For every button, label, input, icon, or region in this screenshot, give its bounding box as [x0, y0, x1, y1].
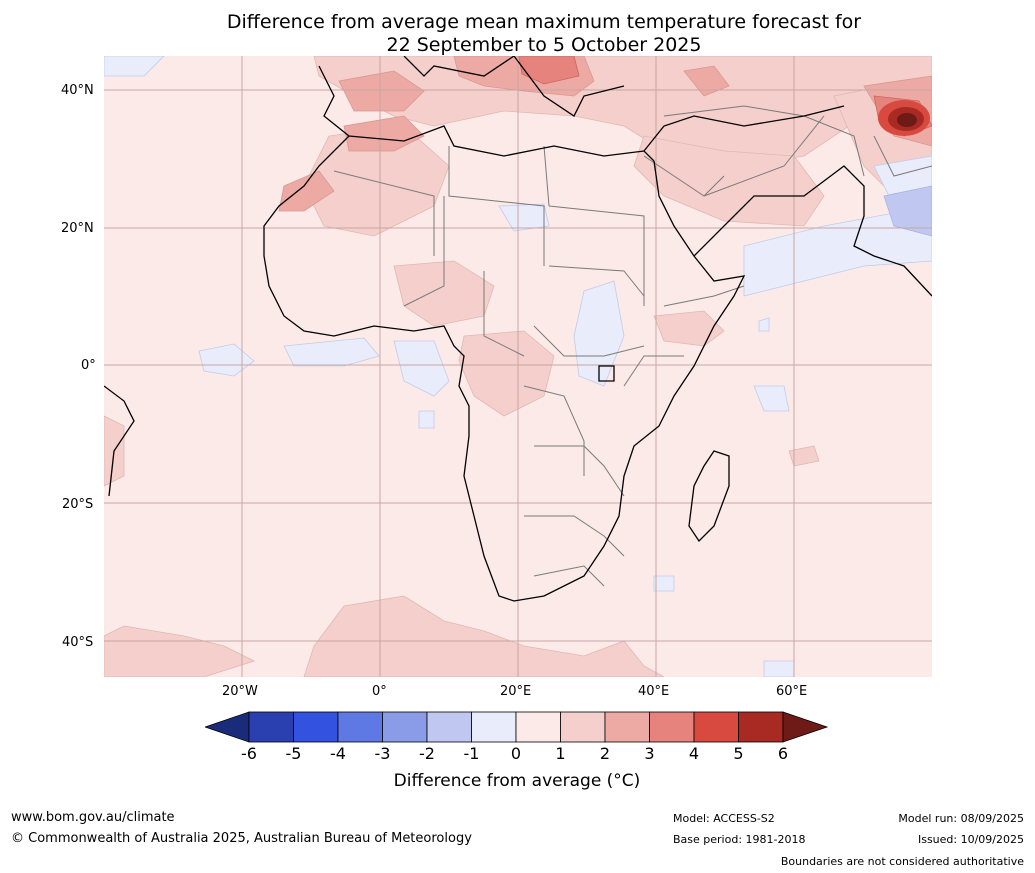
colorbar-tick-label: 4: [688, 744, 700, 763]
colorbar-tick-label: 3: [644, 744, 655, 763]
colorbar-segment: [649, 711, 695, 743]
lon-label-20w: 20°W: [222, 684, 258, 699]
colorbar-arrow-low: [205, 711, 250, 743]
forecast-map: [104, 56, 932, 677]
colorbar-segment: [426, 711, 472, 743]
colorbar-arrow-high: [782, 711, 829, 743]
colorbar-segment: [738, 711, 784, 743]
map-title-line2: 22 September to 5 October 2025: [386, 34, 702, 56]
footer-url[interactable]: www.bom.gov.au/climate: [11, 810, 175, 825]
footer-model: Model: ACCESS-S2: [673, 812, 775, 825]
colorbar-segment: [515, 711, 561, 743]
lat-label-20n: 20°N: [61, 221, 94, 236]
lon-label-0: 0°: [372, 684, 387, 699]
colorbar-segment: [337, 711, 383, 743]
lat-label-0: 0°: [81, 358, 96, 373]
colorbar-tick-label: -5: [285, 744, 302, 763]
colorbar-tick-label: 2: [599, 744, 611, 763]
colorbar-tick-label: -2: [419, 744, 435, 763]
colorbar-segment: [693, 711, 739, 743]
colorbar-tick-label: -3: [374, 744, 391, 763]
anomaly-hotspot: [878, 100, 930, 136]
footer-copyright: © Commonwealth of Australia 2025, Austra…: [11, 831, 472, 846]
footer-model-run: Model run: 08/09/2025: [898, 812, 1024, 825]
lat-label-40s: 40°S: [62, 635, 94, 650]
lon-label-40e: 40°E: [638, 684, 670, 699]
coastlines: [104, 56, 932, 602]
colorbar-tick-label: 6: [777, 744, 789, 763]
colorbar-label: Difference from average (°C): [393, 771, 641, 791]
graticule: [104, 56, 932, 677]
footer-disclaimer: Boundaries are not considered authoritat…: [780, 855, 1024, 868]
colorbar-segment: [248, 711, 294, 743]
colorbar-tick-label: -1: [463, 744, 480, 763]
map-title-line1: Difference from average mean maximum tem…: [226, 11, 862, 33]
lon-label-60e: 60°E: [776, 684, 808, 699]
colorbar-tick-label: 1: [555, 744, 566, 763]
lat-label-20s: 20°S: [62, 497, 94, 512]
colorbar-tick-label: -6: [241, 744, 257, 763]
colorbar-segment: [382, 711, 428, 743]
colorbar-tick-label: 0: [510, 744, 522, 763]
colorbar: [205, 711, 829, 743]
anomaly-1-2-areas: [104, 56, 932, 677]
lon-label-20e: 20°E: [500, 684, 532, 699]
country-boundaries: [333, 105, 932, 587]
colorbar-tick-label: 5: [733, 744, 744, 763]
footer-issued: Issued: 10/09/2025: [917, 833, 1024, 846]
colorbar-segment: [604, 711, 650, 743]
colorbar-segment: [293, 711, 339, 743]
colorbar-segment: [471, 711, 517, 743]
lat-label-40n: 40°N: [61, 83, 94, 98]
anomaly-neg2-neg1-areas: [883, 185, 932, 237]
footer-base-period: Base period: 1981-2018: [673, 833, 806, 846]
colorbar-segment: [560, 711, 606, 743]
colorbar-tick-label: -4: [330, 744, 346, 763]
